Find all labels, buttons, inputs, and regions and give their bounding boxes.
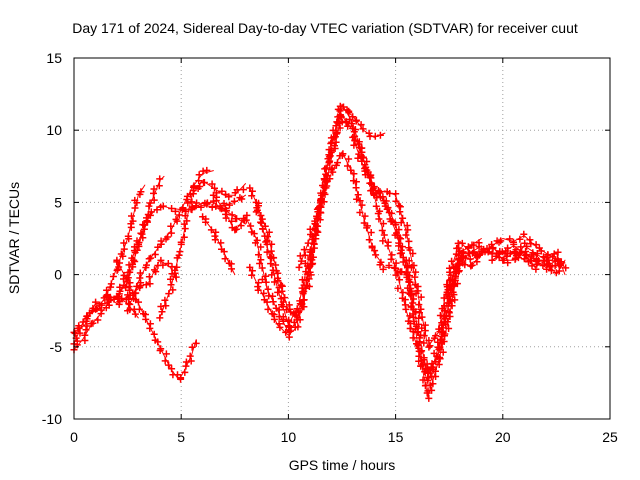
x-tick-label: 25: [602, 429, 618, 445]
y-tick-label: 5: [54, 194, 62, 210]
axis-ticks: 0 5 10 15 20 25 -10 -5 0 5 10 15: [42, 50, 618, 445]
series-markers: [113, 256, 200, 383]
series-markers: [124, 166, 211, 315]
series-trace: [159, 180, 246, 319]
series-pass-15: [295, 150, 419, 290]
series-pass-5: [113, 256, 200, 383]
y-tick-label: -10: [42, 411, 62, 427]
y-tick-label: -5: [50, 339, 63, 355]
series-markers: [295, 150, 419, 289]
x-tick-label: 15: [388, 429, 404, 445]
x-tick-label: 0: [70, 429, 78, 445]
x-tick-label: 10: [281, 429, 297, 445]
chart-title: Day 171 of 2024, Sidereal Day-to-day VTE…: [72, 20, 578, 36]
x-tick-label: 20: [495, 429, 511, 445]
series-pass-7: [124, 166, 214, 315]
x-tick-label: 5: [177, 429, 185, 445]
series-pass-14: [246, 263, 302, 341]
y-tick-label: 15: [46, 50, 62, 66]
series-markers: [199, 213, 235, 273]
series-trace: [73, 175, 165, 351]
data-series: [70, 102, 570, 402]
series-markers: [156, 179, 247, 322]
y-tick-label: 0: [54, 267, 62, 283]
series-pass-13: [252, 102, 483, 389]
x-axis-label: GPS time / hours: [289, 457, 396, 473]
plot-frame: [73, 57, 611, 420]
series-pass-8: [156, 179, 247, 322]
series-pass-20: [499, 250, 566, 273]
series-trace: [255, 103, 482, 384]
series-markers: [246, 112, 483, 402]
y-tick-label: 10: [46, 122, 62, 138]
series-markers: [499, 250, 564, 273]
series-markers: [252, 102, 483, 389]
series-pass-12: [246, 112, 483, 402]
y-axis-label: SDTVAR / TECUs: [6, 182, 22, 294]
series-pass-10: [199, 213, 236, 276]
series-markers: [246, 263, 302, 341]
